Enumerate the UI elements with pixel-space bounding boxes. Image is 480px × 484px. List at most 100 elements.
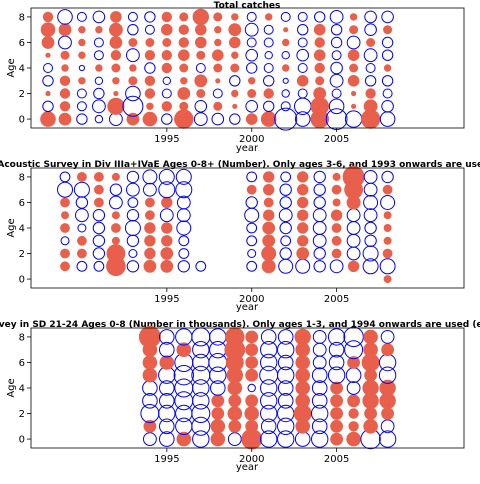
negative-residual-point <box>246 11 257 22</box>
negative-residual-point <box>379 111 396 127</box>
negative-residual-point <box>313 170 326 184</box>
positive-residual-point <box>60 248 70 259</box>
positive-residual-point <box>78 77 86 85</box>
positive-residual-point <box>379 392 396 409</box>
positive-residual-point <box>215 78 221 84</box>
positive-residual-point <box>61 64 69 72</box>
negative-residual-point <box>311 430 329 448</box>
negative-residual-point <box>191 404 211 423</box>
negative-residual-point <box>127 11 138 22</box>
positive-residual-point <box>59 101 71 112</box>
positive-residual-point <box>107 97 125 115</box>
positive-residual-point <box>260 111 277 127</box>
x-tick-label: 1995 <box>154 134 179 145</box>
negative-residual-point <box>75 196 89 209</box>
negative-residual-point <box>327 328 346 346</box>
positive-residual-point <box>365 88 376 99</box>
negative-residual-point <box>279 247 292 260</box>
negative-residual-point <box>380 195 396 210</box>
negative-residual-point <box>77 223 87 233</box>
negative-residual-point <box>58 35 72 50</box>
positive-residual-point <box>111 223 121 233</box>
negative-residual-point <box>363 48 378 63</box>
negative-residual-point <box>93 50 104 61</box>
positive-residual-point <box>361 353 380 372</box>
negative-residual-point <box>281 89 290 98</box>
positive-residual-point <box>231 13 239 21</box>
negative-residual-point <box>178 248 190 259</box>
positive-residual-point <box>144 247 156 260</box>
x-tick-label: 2000 <box>239 134 264 145</box>
negative-residual-point <box>159 431 175 447</box>
negative-residual-point <box>210 380 226 396</box>
positive-residual-point <box>363 99 378 114</box>
y-tick-label: 6 <box>19 358 25 369</box>
positive-residual-point <box>332 172 341 181</box>
y-tick-label: 8 <box>19 332 25 343</box>
negative-residual-point <box>209 328 227 346</box>
negative-residual-point <box>76 113 88 125</box>
negative-residual-point <box>191 365 211 385</box>
positive-residual-point <box>263 171 275 183</box>
y-tick-label: 0 <box>19 115 25 126</box>
negative-residual-point <box>280 101 291 112</box>
positive-residual-point <box>330 381 343 395</box>
negative-residual-point <box>158 181 176 199</box>
positive-residual-point <box>314 62 325 74</box>
negative-residual-point <box>363 208 378 223</box>
negative-residual-point <box>92 234 106 248</box>
negative-residual-point <box>259 365 279 385</box>
negative-residual-point <box>312 342 327 357</box>
negative-residual-point <box>363 170 378 184</box>
positive-residual-point <box>214 26 222 34</box>
negative-residual-point <box>124 220 141 236</box>
positive-residual-point <box>347 394 360 408</box>
positive-residual-point <box>161 23 173 36</box>
positive-residual-point <box>179 63 189 73</box>
negative-residual-point <box>312 355 327 370</box>
negative-residual-point <box>245 48 258 62</box>
positive-residual-point <box>295 380 311 396</box>
negative-residual-point <box>76 260 88 272</box>
positive-residual-point <box>161 196 173 209</box>
positive-residual-point <box>78 51 86 59</box>
negative-residual-point <box>263 37 274 48</box>
negative-residual-point <box>195 63 206 73</box>
positive-residual-point <box>382 248 393 259</box>
negative-residual-point <box>229 75 241 87</box>
positive-residual-point <box>161 235 173 247</box>
positive-residual-point <box>159 355 175 370</box>
negative-residual-point <box>278 208 293 223</box>
x-tick-label: 2005 <box>324 454 349 465</box>
positive-residual-point <box>58 112 72 126</box>
positive-residual-point <box>211 394 225 408</box>
negative-residual-point <box>144 24 155 35</box>
positive-residual-point <box>282 38 290 47</box>
negative-residual-point <box>312 221 327 235</box>
negative-residual-point <box>381 10 394 24</box>
negative-residual-point <box>362 245 379 262</box>
negative-residual-point <box>178 235 190 247</box>
positive-residual-point <box>241 428 263 450</box>
negative-residual-point <box>277 417 295 435</box>
positive-residual-point <box>213 63 223 73</box>
negative-residual-point <box>277 430 295 448</box>
negative-residual-point <box>380 330 395 344</box>
positive-residual-point <box>161 62 172 74</box>
positive-residual-point <box>109 22 123 37</box>
positive-residual-point <box>180 77 188 85</box>
positive-residual-point <box>383 25 393 35</box>
axis-ticks: 1995 2000 2005 0 2 4 6 8 <box>19 332 350 465</box>
positive-residual-point <box>195 36 207 49</box>
positive-residual-point <box>295 419 311 434</box>
residual-bubbles <box>40 8 396 131</box>
negative-residual-point <box>195 260 207 272</box>
positive-residual-point <box>262 234 276 248</box>
positive-residual-point <box>111 63 121 73</box>
negative-residual-point <box>277 329 294 345</box>
negative-residual-point <box>263 63 274 73</box>
y-tick-label: 6 <box>19 198 25 209</box>
negative-residual-point <box>125 48 140 63</box>
negative-residual-point <box>260 404 278 423</box>
negative-residual-point <box>42 100 54 113</box>
